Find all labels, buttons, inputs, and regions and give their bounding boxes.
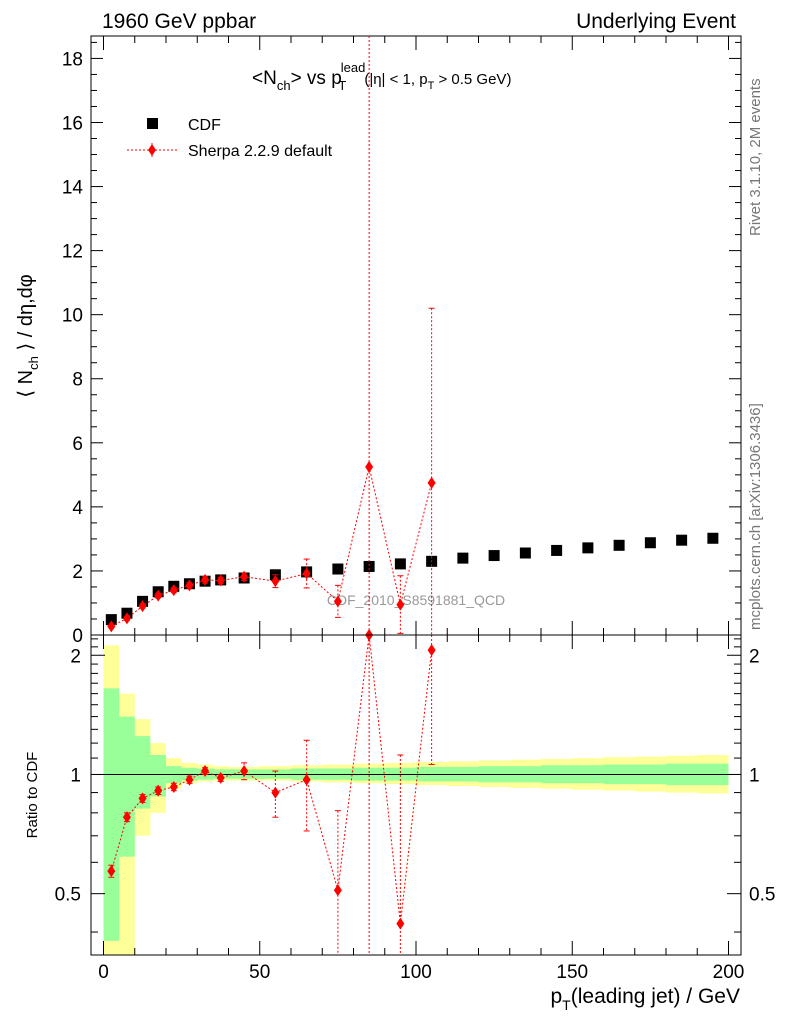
cdf-point bbox=[105, 614, 117, 626]
y-tick-label: 16 bbox=[62, 113, 83, 134]
ratio-point bbox=[122, 811, 131, 824]
y-tick-label: 10 bbox=[62, 306, 83, 327]
x-tick-label: 100 bbox=[400, 962, 432, 983]
sherpa-point bbox=[169, 584, 178, 597]
ratio-outer-band bbox=[103, 645, 729, 955]
header-right: Underlying Event bbox=[576, 10, 736, 33]
ratio-y-tick-label: 2 bbox=[70, 646, 81, 667]
ratio-y-tick-label-right: 1 bbox=[749, 765, 760, 786]
sherpa-point bbox=[396, 598, 405, 611]
ratio-uncertainty-bands bbox=[103, 645, 729, 955]
ratio-point bbox=[138, 792, 147, 805]
ratio-point bbox=[240, 765, 249, 778]
cdf-point bbox=[551, 544, 563, 556]
sherpa-point bbox=[365, 460, 374, 473]
cdf-point bbox=[457, 552, 469, 564]
ratio-point bbox=[271, 786, 280, 799]
x-tick-label: 150 bbox=[556, 962, 588, 983]
legend-sherpa-marker bbox=[148, 144, 156, 156]
ratio-y-tick-label: 0.5 bbox=[55, 885, 81, 906]
ratio-point bbox=[185, 773, 194, 786]
sherpa-point bbox=[427, 476, 436, 489]
x-axis-label: pT(leading jet) / GeV bbox=[550, 985, 740, 1013]
cdf-point bbox=[394, 558, 406, 570]
ratio-panel-axes: 0.5 0.5 1 1 2 2 0 50 100 150 200 bbox=[55, 635, 775, 983]
x-tick-label: 200 bbox=[713, 962, 745, 983]
ratio-point bbox=[333, 884, 342, 897]
plot-title: <Nch> vs plead T (|η| < 1, pT > 0.5 GeV) bbox=[252, 60, 511, 93]
analysis-watermark: CDF_2010_S8591881_QCD bbox=[327, 592, 505, 608]
ratio-line bbox=[110, 634, 433, 924]
y-tick-label: 18 bbox=[62, 49, 83, 70]
sherpa-point bbox=[216, 574, 225, 587]
cdf-point bbox=[582, 542, 594, 554]
sherpa-point bbox=[201, 573, 210, 586]
main-panel: 0 2 4 6 8 10 12 14 16 18 CDF_2010_S8591881_QCD <N… bbox=[15, 35, 742, 647]
sherpa-point bbox=[240, 570, 249, 583]
x-tick-label: 50 bbox=[249, 962, 270, 983]
cdf-point bbox=[519, 547, 531, 559]
cdf-point bbox=[707, 532, 719, 544]
sherpa-point bbox=[154, 589, 163, 602]
legend-cdf-marker bbox=[147, 118, 158, 129]
ratio-panel-marks bbox=[107, 629, 436, 955]
ratio-point bbox=[302, 773, 311, 786]
ratio-y-axis-label: Ratio to CDF bbox=[24, 752, 41, 839]
main-panel-marks bbox=[105, 36, 719, 635]
main-panel-axes: 0 2 4 6 8 10 12 14 16 18 bbox=[62, 36, 741, 647]
ratio-point bbox=[154, 784, 163, 797]
y-tick-label: 4 bbox=[72, 498, 83, 519]
cdf-point bbox=[332, 563, 344, 575]
x-tick-label: 0 bbox=[98, 962, 109, 983]
legend: CDF Sherpa 2.2.9 default bbox=[127, 117, 333, 160]
cdf-point bbox=[613, 539, 625, 551]
sherpa-point bbox=[138, 600, 147, 613]
ratio-point bbox=[216, 771, 225, 784]
ratio-point bbox=[169, 780, 178, 793]
sherpa-point bbox=[122, 612, 131, 625]
cdf-point bbox=[644, 537, 656, 549]
cdf-point bbox=[363, 560, 375, 572]
ratio-point bbox=[396, 917, 405, 930]
y-tick-label: 6 bbox=[72, 434, 83, 455]
main-y-axis-label: ⟨ Nch ⟩ / dη,dφ bbox=[15, 274, 41, 398]
ratio-panel: 0.5 0.51 12 20 50 100 150 200 Ratio to CDF pT(l… bbox=[24, 629, 775, 1013]
mcplots-label: mcplots.cern.ch [arXiv:1306.3436] bbox=[747, 403, 764, 630]
ratio-panel-frame bbox=[90, 634, 742, 956]
y-tick-label: 2 bbox=[72, 562, 83, 583]
ratio-point bbox=[427, 644, 436, 657]
header-left: 1960 GeV ppbar bbox=[102, 10, 256, 33]
cdf-point bbox=[488, 550, 500, 562]
ratio-point bbox=[107, 865, 116, 878]
ratio-y-tick-label: 1 bbox=[70, 765, 81, 786]
sherpa-point bbox=[185, 579, 194, 592]
sherpa-point bbox=[302, 567, 311, 580]
sherpa-point bbox=[333, 595, 342, 608]
ratio-point bbox=[201, 765, 210, 778]
y-tick-label: 12 bbox=[62, 242, 83, 263]
ratio-inner-band bbox=[103, 688, 729, 941]
legend-cdf-label: CDF bbox=[188, 117, 221, 134]
ratio-y-tick-label-right: 2 bbox=[749, 646, 760, 667]
sherpa-point bbox=[107, 620, 116, 633]
y-tick-label: 0 bbox=[72, 626, 83, 647]
cdf-point bbox=[676, 534, 688, 546]
legend-sherpa-label: Sherpa 2.2.9 default bbox=[188, 143, 333, 160]
y-tick-label: 8 bbox=[72, 370, 83, 391]
ratio-y-tick-label-right: 0.5 bbox=[749, 885, 775, 906]
y-tick-label: 14 bbox=[62, 178, 84, 199]
rivet-version-label: Rivet 3.1.10, 2M events bbox=[747, 78, 764, 236]
sherpa-point bbox=[271, 575, 280, 588]
